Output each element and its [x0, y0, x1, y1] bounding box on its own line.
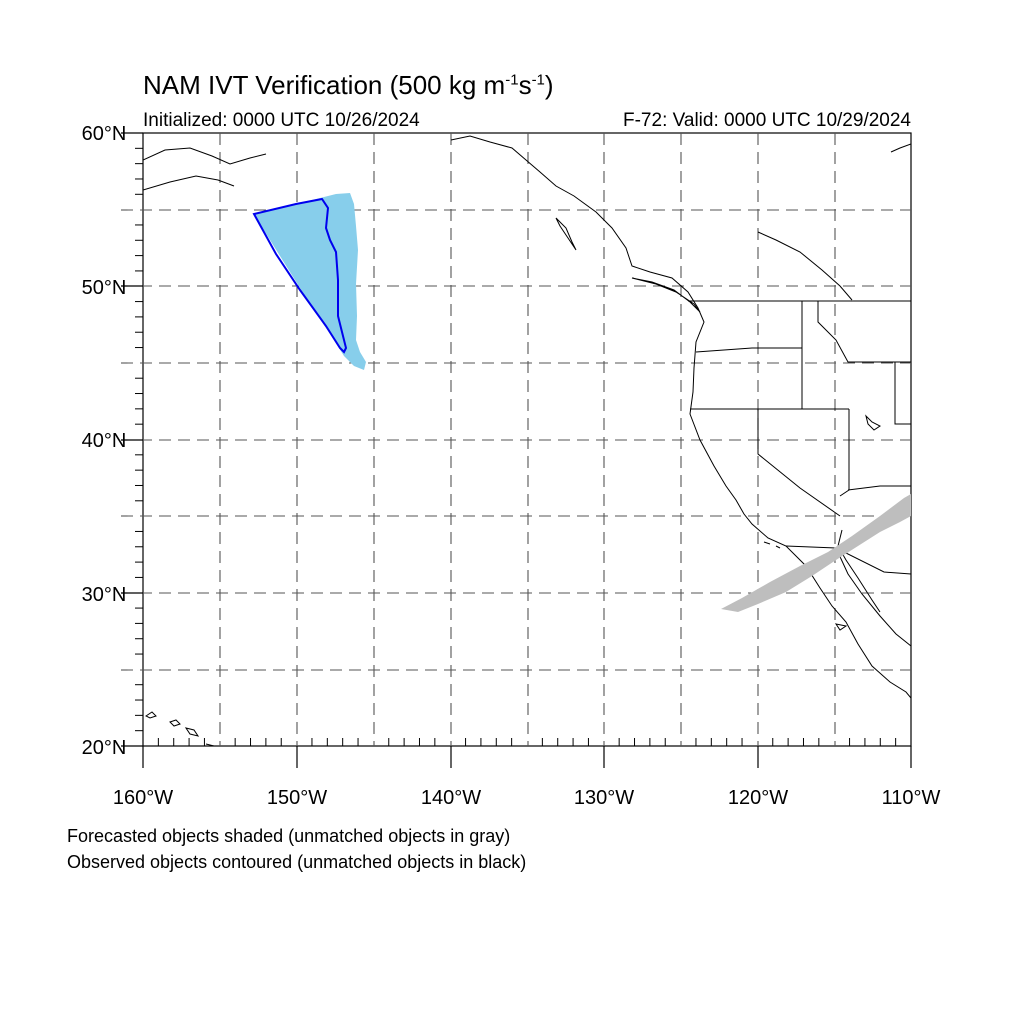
lon-tick-label: 140°W: [421, 787, 481, 809]
lat-tick-label: 60°N: [82, 123, 127, 145]
grid-lines: [121, 133, 911, 746]
coastlines: [143, 135, 911, 746]
unmatched-forecast-object: [721, 494, 911, 612]
initialized-time: Initialized: 0000 UTC 10/26/2024: [143, 110, 420, 131]
lon-tick-label: 110°W: [882, 787, 941, 809]
lon-tick-label: 160°W: [113, 787, 173, 809]
lon-tick-label: 150°W: [267, 787, 327, 809]
valid-time: F-72: Valid: 0000 UTC 10/29/2024: [623, 110, 911, 131]
minor-ticks: [135, 147, 897, 746]
chart-title: NAM IVT Verification (500 kg m-1s-1): [143, 70, 554, 100]
matched-forecast-object: [254, 193, 366, 370]
matched-observed-contour: [252, 197, 348, 354]
major-ticks: [121, 132, 912, 768]
lon-tick-labels: 160°W 150°W 140°W 130°W 120°W 110°W: [113, 787, 941, 809]
lat-tick-labels: 60°N 50°N 40°N 30°N 20°N: [82, 123, 127, 759]
lat-tick-label: 30°N: [82, 584, 127, 606]
lat-tick-label: 20°N: [82, 737, 127, 759]
lat-tick-label: 40°N: [82, 430, 127, 452]
footnote-observed: Observed objects contoured (unmatched ob…: [67, 852, 527, 872]
footnote-forecast: Forecasted objects shaded (unmatched obj…: [67, 826, 511, 846]
lon-tick-label: 120°W: [728, 787, 788, 809]
lon-tick-label: 130°W: [574, 787, 634, 809]
lat-tick-label: 50°N: [82, 277, 127, 299]
